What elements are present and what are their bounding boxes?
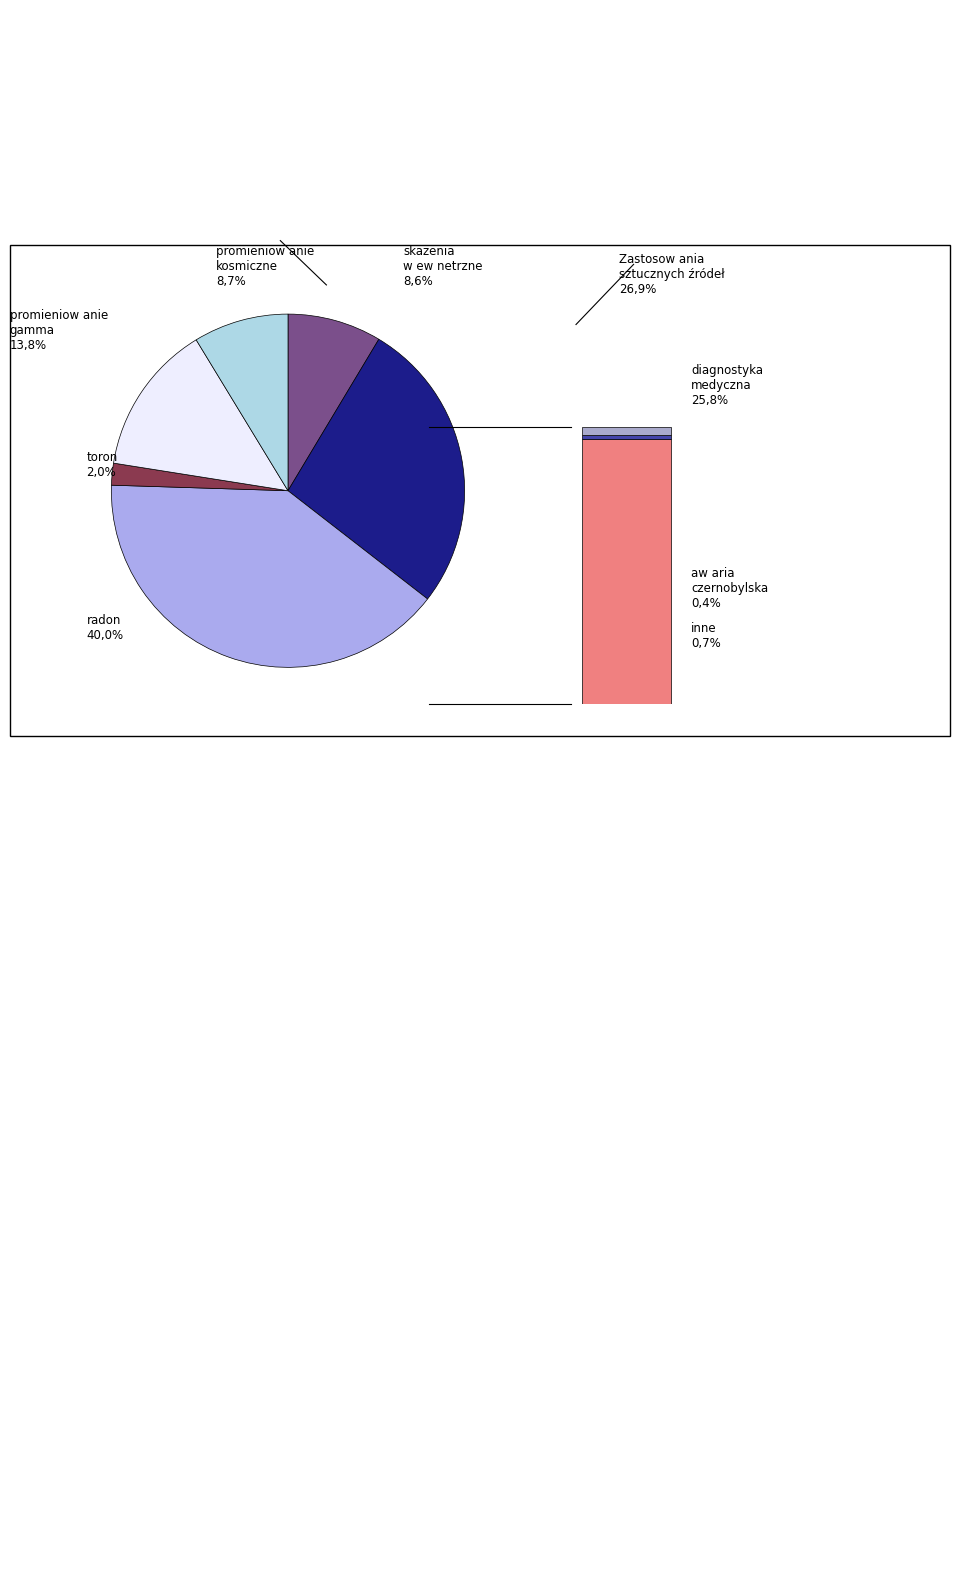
- Wedge shape: [196, 313, 288, 491]
- Text: skażenia
w ew netrzne
8,6%: skażenia w ew netrzne 8,6%: [403, 245, 483, 288]
- Text: Zastosow ania
sztucznych źródeł
26,9%: Zastosow ania sztucznych źródeł 26,9%: [619, 253, 725, 296]
- Bar: [582, 435, 670, 438]
- Wedge shape: [288, 339, 465, 598]
- Text: promieniow anie
gamma
13,8%: promieniow anie gamma 13,8%: [10, 309, 108, 351]
- Text: inne
0,7%: inne 0,7%: [691, 622, 721, 651]
- Text: diagnostyka
medyczna
25,8%: diagnostyka medyczna 25,8%: [691, 364, 763, 407]
- Text: toron
2,0%: toron 2,0%: [86, 451, 118, 480]
- Wedge shape: [111, 484, 427, 668]
- Wedge shape: [111, 464, 288, 491]
- Bar: [582, 427, 670, 435]
- Wedge shape: [113, 340, 288, 491]
- Wedge shape: [288, 313, 379, 491]
- Text: aw aria
czernobylska
0,4%: aw aria czernobylska 0,4%: [691, 567, 768, 609]
- Bar: [582, 438, 670, 704]
- Text: promieniow anie
kosmiczne
8,7%: promieniow anie kosmiczne 8,7%: [216, 245, 314, 288]
- Text: radon
40,0%: radon 40,0%: [86, 614, 124, 643]
